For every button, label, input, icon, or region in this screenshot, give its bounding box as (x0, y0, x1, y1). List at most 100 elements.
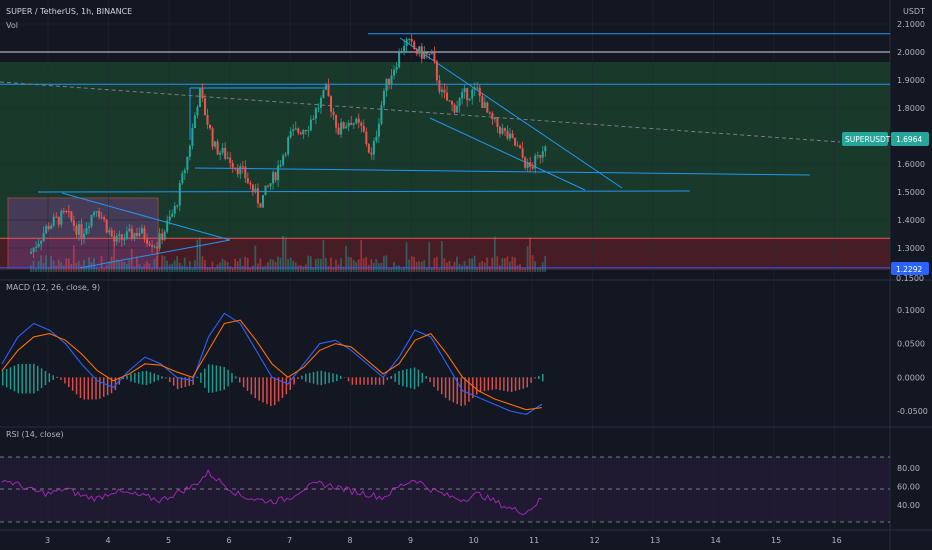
candle-body (340, 122, 343, 135)
macd-histogram-bar (60, 377, 62, 380)
candle-body (267, 185, 270, 187)
candle-body (37, 243, 40, 247)
volume-bar (211, 261, 214, 272)
macd-histogram-bar (110, 377, 113, 394)
volume-bar (188, 261, 191, 272)
candle-body (35, 246, 38, 248)
candle-body (370, 152, 373, 155)
candle-body (133, 233, 136, 239)
time-axis-labels[interactable]: 3 4 5 6 7 8 9 10 11 12 13 14 15 16 (45, 536, 842, 545)
price-tick-label: 2.1000 (897, 20, 925, 29)
signal-line (1, 319, 543, 411)
currency-label[interactable]: USDT (903, 7, 925, 16)
range-bottom-line (194, 167, 811, 176)
macd-title[interactable]: MACD (12, 26, close, 9) (6, 283, 100, 292)
macd-histogram-bar (83, 377, 86, 400)
candle-body (385, 78, 388, 91)
macd-histogram-bar (25, 363, 27, 394)
time-tick-label: 13 (650, 536, 660, 545)
candle-body (246, 178, 249, 183)
candle-body (380, 105, 383, 124)
macd-histogram-bar (448, 377, 451, 401)
candle-body (375, 136, 378, 142)
candle-body (115, 235, 118, 242)
volume-bar (451, 265, 453, 272)
macd-histogram-bar (530, 377, 532, 383)
macd-histogram-bar (145, 370, 148, 386)
volume-bar (259, 258, 262, 272)
candle-body (32, 247, 35, 252)
macd-histogram-bar (200, 372, 202, 383)
volume-bar (267, 262, 269, 272)
time-tick-label: 4 (106, 536, 111, 545)
volume-bar (140, 266, 143, 272)
volume-label[interactable]: Vol (6, 21, 18, 30)
macd-histogram-bar (324, 371, 326, 385)
macd-histogram-bar (491, 377, 493, 390)
volume-bar (534, 261, 537, 272)
macd-histogram-bar (444, 377, 447, 398)
candle-body (203, 98, 206, 116)
volume-bar (123, 261, 126, 272)
volume-bar (292, 260, 295, 272)
support-line-1500 (37, 190, 691, 193)
candle-body (171, 213, 174, 217)
volume-bar (388, 268, 390, 272)
last-price-tags: SUPERUSDT 1.6964 1.2292 0.1500 (842, 132, 929, 283)
candle-body (249, 182, 252, 185)
macd-histogram-bar (425, 376, 427, 379)
macd-histogram-bar (328, 372, 330, 384)
volume-bar (347, 256, 350, 272)
macd-histogram-bar (52, 375, 55, 380)
volume-bar (249, 267, 252, 272)
volume-bar (161, 255, 163, 272)
volume-bar (312, 267, 315, 272)
candle-body (529, 162, 532, 167)
candle-body (521, 148, 524, 158)
volume-bar (337, 264, 340, 272)
volume-bar (163, 256, 166, 272)
volume-bar (186, 266, 189, 272)
volume-bar (536, 267, 539, 272)
price-tick-label: 1.8000 (897, 104, 925, 113)
volume-bar (32, 260, 35, 272)
volume-bar (521, 267, 524, 272)
candle-body (183, 170, 186, 174)
candle-body (342, 122, 345, 129)
symbol-title[interactable]: SUPER / TetherUS, 1h, BINANCE (6, 7, 132, 16)
candle-body (403, 45, 406, 53)
volume-bar (309, 256, 312, 272)
volume-bar (72, 245, 75, 272)
volume-bar (47, 266, 50, 272)
candle-body (443, 89, 446, 93)
candle-body (47, 225, 50, 229)
volume-bar (287, 259, 289, 272)
macd-histogram-bar (103, 377, 105, 397)
candle-body (539, 155, 542, 158)
macd-histogram-bar (483, 377, 486, 392)
macd-histogram-bar (487, 377, 490, 391)
macd-histogram-bar (130, 373, 132, 382)
candle-body (382, 90, 385, 106)
candle-body (93, 212, 96, 216)
candle-body (425, 52, 428, 55)
macd-histogram-bar (510, 377, 513, 392)
candle-body (511, 133, 514, 138)
volume-bar (80, 265, 83, 272)
candle-body (476, 87, 479, 89)
macd-histogram-bar (281, 377, 284, 398)
rsi-title[interactable]: RSI (14, close) (6, 430, 64, 439)
volume-bar (330, 257, 332, 272)
volume-bar (135, 256, 138, 272)
time-tick-label: 9 (408, 536, 413, 545)
macd-histogram-bar (347, 377, 350, 382)
volume-bar (385, 255, 388, 272)
macd-histogram-bar (456, 377, 459, 405)
volume-bar (113, 242, 116, 272)
candle-body (332, 111, 335, 116)
candle-body (67, 211, 70, 213)
macd-histogram-bar (17, 364, 20, 394)
macd-histogram-bar (503, 377, 505, 391)
candle-body (428, 53, 431, 55)
